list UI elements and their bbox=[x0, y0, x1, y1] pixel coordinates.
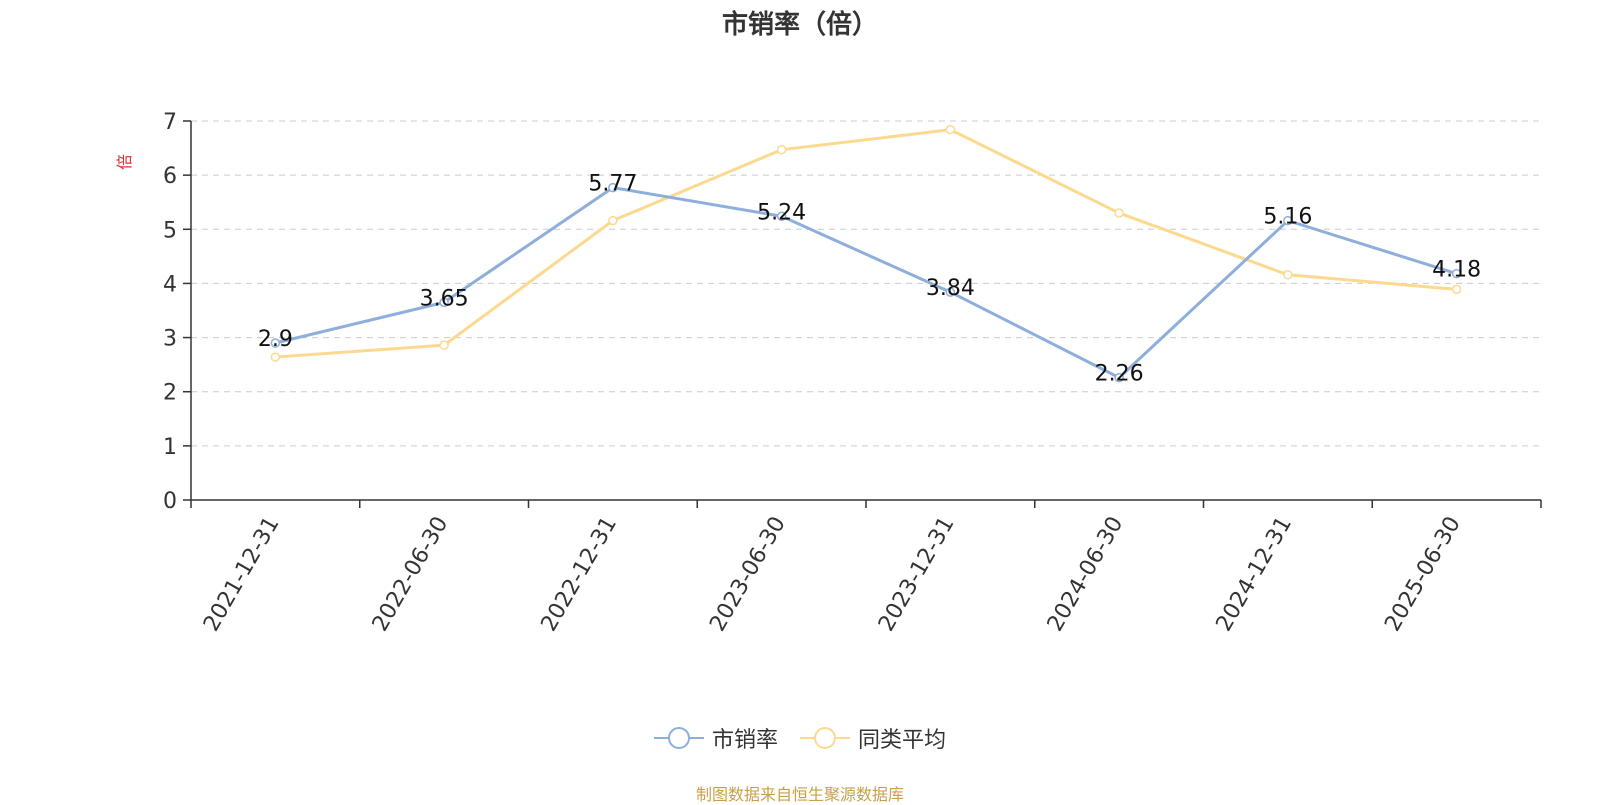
x-tick-label: 2022-12-31 bbox=[536, 513, 622, 636]
y-tick-label: 4 bbox=[163, 272, 177, 297]
series-2-point bbox=[945, 124, 956, 135]
y-tick-label: 1 bbox=[163, 435, 177, 460]
data-label: 3.84 bbox=[926, 276, 975, 301]
legend-swatch-series-1 bbox=[653, 727, 704, 749]
series-2-point bbox=[439, 340, 449, 350]
x-tick-label: 2024-06-30 bbox=[1043, 513, 1129, 636]
data-label: 2.26 bbox=[1095, 362, 1144, 387]
data-label: 4.18 bbox=[1432, 258, 1481, 283]
series-2-point bbox=[608, 215, 618, 226]
legend: 市销率 同类平均 bbox=[0, 722, 1600, 754]
y-tick-label: 2 bbox=[163, 381, 177, 406]
series-1-point bbox=[1114, 372, 1124, 383]
data-label: 2.9 bbox=[258, 327, 293, 352]
data-label: 5.77 bbox=[588, 172, 637, 197]
chart-title: 市销率（倍） bbox=[721, 10, 878, 40]
y-tick-label: 6 bbox=[163, 164, 177, 189]
legend-swatch-series-2 bbox=[800, 727, 850, 749]
series-2-point bbox=[1451, 284, 1462, 295]
series-1-point bbox=[945, 287, 956, 297]
x-tick-label: 2023-06-30 bbox=[705, 513, 791, 636]
x-tick-label: 2025-06-30 bbox=[1380, 513, 1466, 636]
legend-label-series-2: 同类平均 bbox=[858, 728, 947, 753]
series-1-point bbox=[1283, 215, 1293, 226]
y-tick-label: 3 bbox=[163, 327, 177, 352]
x-tick-label: 2021-12-31 bbox=[199, 513, 285, 636]
data-label: 3.65 bbox=[420, 286, 469, 311]
legend-item-series-2[interactable]: 同类平均 bbox=[800, 722, 946, 754]
series-1-point bbox=[1451, 268, 1462, 279]
x-tick-label: 2022-06-30 bbox=[368, 513, 454, 636]
source-footer: 制图数据来自恒生聚源数据库 bbox=[695, 785, 904, 804]
legend-label-series-1: 市销率 bbox=[711, 728, 778, 753]
y-tick-label: 7 bbox=[163, 110, 177, 135]
data-label: 5.16 bbox=[1263, 205, 1312, 230]
data-label: 5.24 bbox=[757, 200, 806, 225]
x-tick-label: 2023-12-31 bbox=[874, 513, 960, 636]
series-2-point bbox=[776, 144, 787, 155]
series-2-point bbox=[270, 352, 281, 362]
series-line-1 bbox=[273, 186, 1459, 380]
y-tick-label: 5 bbox=[163, 218, 177, 243]
y-tick-label: 0 bbox=[163, 489, 177, 514]
x-tick-label: 2024-12-31 bbox=[1211, 513, 1297, 636]
series-line-2 bbox=[273, 128, 1459, 359]
y-axis-title: 倍 bbox=[115, 154, 134, 170]
series-1-point bbox=[439, 297, 449, 308]
series-2-point bbox=[1114, 208, 1124, 218]
legend-item-series-1[interactable]: 市销率 bbox=[653, 722, 778, 754]
series-1-point bbox=[608, 182, 618, 193]
series-1-point bbox=[270, 338, 281, 348]
series-1-point bbox=[776, 211, 787, 222]
series-2-point bbox=[1283, 270, 1293, 280]
